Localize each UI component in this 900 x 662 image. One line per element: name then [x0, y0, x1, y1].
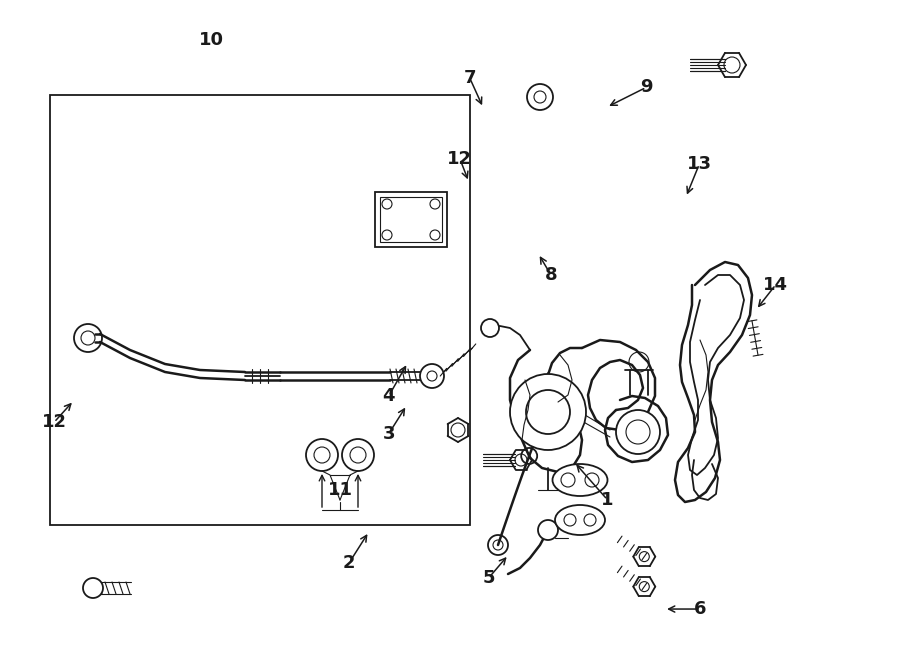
Ellipse shape — [555, 505, 605, 535]
Circle shape — [538, 520, 558, 540]
Circle shape — [584, 514, 596, 526]
Text: 3: 3 — [382, 424, 395, 443]
Text: 12: 12 — [447, 150, 473, 168]
Text: 9: 9 — [640, 78, 652, 97]
Circle shape — [74, 324, 102, 352]
Circle shape — [342, 439, 374, 471]
Text: 4: 4 — [382, 387, 395, 405]
Text: 13: 13 — [687, 155, 712, 173]
Polygon shape — [375, 192, 447, 247]
Text: 11: 11 — [328, 481, 353, 499]
Circle shape — [382, 230, 392, 240]
Circle shape — [585, 473, 599, 487]
Circle shape — [510, 374, 586, 450]
Text: 2: 2 — [343, 553, 356, 572]
Text: 1: 1 — [601, 491, 614, 509]
Circle shape — [420, 364, 444, 388]
Ellipse shape — [553, 464, 608, 496]
Text: 12: 12 — [41, 413, 67, 432]
Text: 10: 10 — [199, 30, 224, 49]
Circle shape — [430, 199, 440, 209]
Circle shape — [527, 84, 553, 110]
Circle shape — [430, 230, 440, 240]
Text: 6: 6 — [694, 600, 706, 618]
Circle shape — [382, 199, 392, 209]
Circle shape — [488, 535, 508, 555]
Circle shape — [481, 319, 499, 337]
Circle shape — [564, 514, 576, 526]
Circle shape — [306, 439, 338, 471]
Text: 8: 8 — [544, 265, 557, 284]
Text: 7: 7 — [464, 69, 476, 87]
Circle shape — [83, 578, 103, 598]
Text: 14: 14 — [763, 275, 788, 294]
Circle shape — [616, 410, 660, 454]
Circle shape — [561, 473, 575, 487]
Text: 5: 5 — [482, 569, 495, 587]
